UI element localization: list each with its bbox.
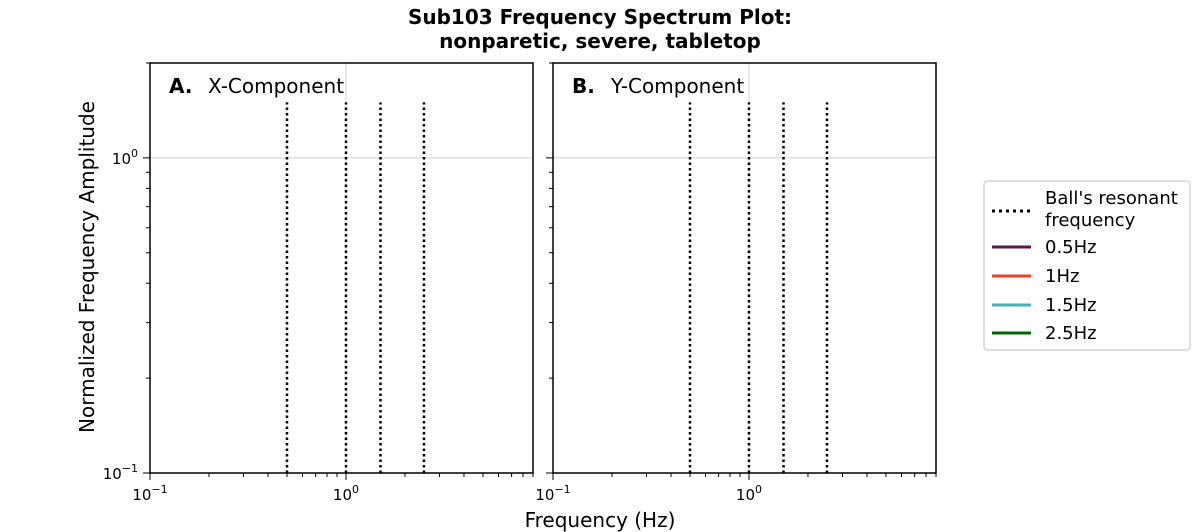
plot-frame xyxy=(149,62,534,474)
panel-a: 10−1 100 10−1 100 A. X-Component xyxy=(103,62,534,504)
panel-label: Y-Component xyxy=(610,74,744,98)
x-tick-label: 100 xyxy=(736,483,762,504)
x-tick-label: 10−1 xyxy=(132,483,167,504)
chart-title-line1: Sub103 Frequency Spectrum Plot: xyxy=(408,5,792,29)
panel-b: 10−1 100 B. Y-Component xyxy=(535,62,937,504)
legend-label: 1.5Hz xyxy=(1045,295,1097,316)
y-tick-label: 100 xyxy=(112,147,138,168)
legend-box xyxy=(983,180,1191,351)
panel-letter: B. xyxy=(572,74,595,98)
legend-label: 0.5Hz xyxy=(1045,237,1097,258)
chart-title-line2: nonparetic, severe, tabletop xyxy=(439,29,761,53)
legend-label-line2: frequency xyxy=(1045,210,1136,231)
x-axis-label: Frequency (Hz) xyxy=(525,508,676,532)
panels: 10−1 100 10−1 100 A. X-Component 10−1 100 B. Y-Co… xyxy=(103,62,937,504)
panel-label: X-Component xyxy=(208,74,344,98)
legend-label: Ball's resonant xyxy=(1045,188,1178,209)
legend-label: 2.5Hz xyxy=(1045,323,1097,344)
x-tick-label: 10−1 xyxy=(535,483,570,504)
plot-frame xyxy=(552,62,937,474)
y-tick-label: 10−1 xyxy=(103,462,138,483)
panel-letter: A. xyxy=(169,74,192,98)
y-axis-label: Normalized Frequency Amplitude xyxy=(75,101,99,433)
legend-label: 1Hz xyxy=(1045,266,1079,287)
x-tick-label: 100 xyxy=(333,483,359,504)
